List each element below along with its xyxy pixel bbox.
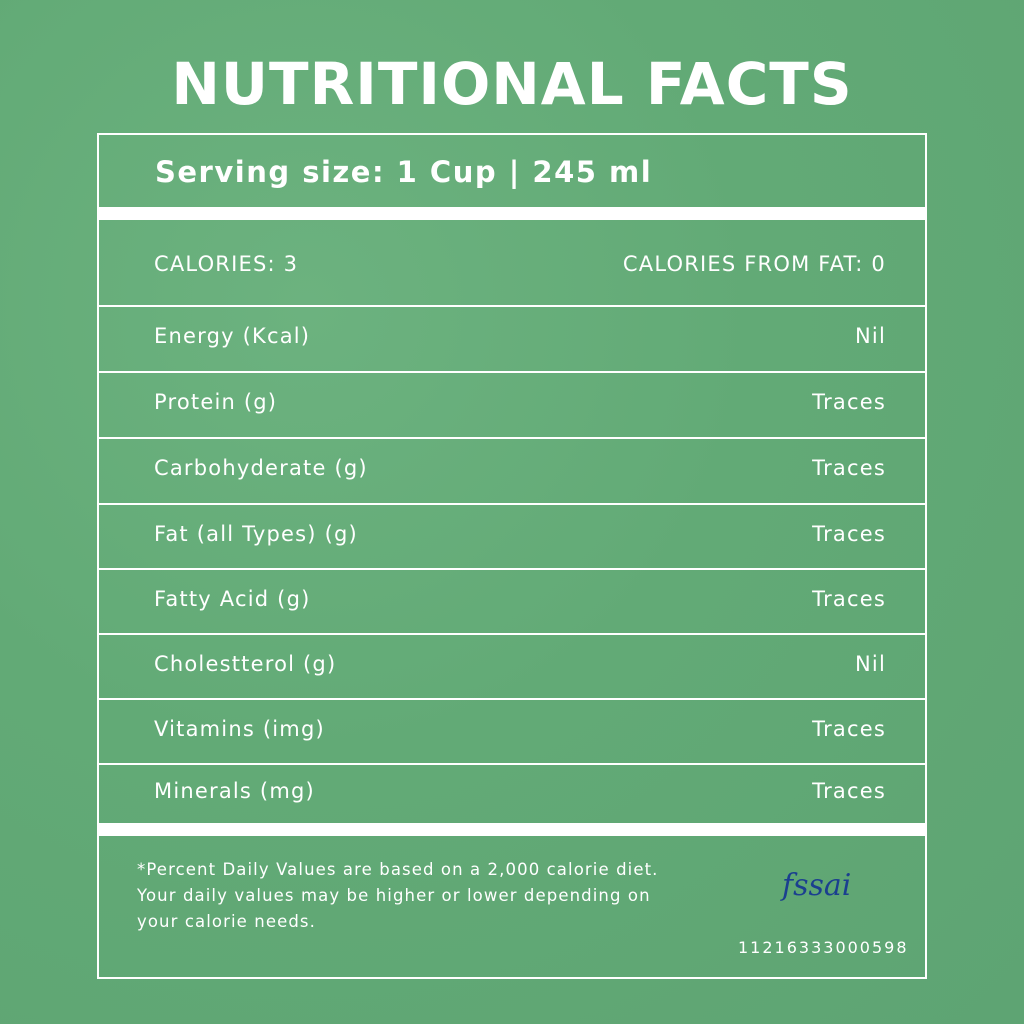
nutrient-name: Energy (Kcal) — [154, 324, 311, 348]
thick-rule — [97, 823, 927, 836]
row-rule — [97, 437, 927, 439]
license-number: 11216333000598 — [738, 938, 909, 957]
nutrient-value: Traces — [812, 456, 886, 480]
row-rule — [97, 698, 927, 700]
nutrient-name: Fat (all Types) (g) — [154, 521, 358, 546]
label-box — [97, 133, 927, 979]
nutrient-name: Carbohyderate (g) — [154, 456, 368, 480]
title: NUTRITIONAL FACTS — [171, 50, 853, 118]
row-rule — [97, 305, 927, 307]
nutrient-value: Traces — [812, 716, 886, 741]
calories-from-fat: CALORIES FROM FAT: 0 — [622, 252, 886, 276]
nutrient-value: Traces — [812, 586, 886, 611]
fssai-logo: fssai — [782, 868, 852, 903]
nutrient-name: Protein (g) — [154, 390, 278, 414]
nutrient-value: Traces — [812, 779, 886, 803]
nutrient-value: Traces — [812, 390, 886, 414]
footnote-line: Your daily values may be higher or lower… — [137, 886, 651, 905]
footnote-line: *Percent Daily Values are based on a 2,0… — [137, 860, 659, 879]
nutrient-value: Traces — [812, 521, 886, 546]
nutrient-name: Minerals (mg) — [154, 779, 315, 803]
row-rule — [97, 633, 927, 635]
footnote-line: your calorie needs. — [137, 912, 316, 931]
thick-rule — [97, 207, 927, 220]
row-rule — [97, 568, 927, 570]
nutrient-name: Fatty Acid (g) — [154, 586, 311, 611]
nutrient-value: Nil — [855, 651, 886, 676]
calories: CALORIES: 3 — [154, 252, 299, 276]
row-rule — [97, 503, 927, 505]
row-rule — [97, 371, 927, 373]
nutrient-name: Vitamins (img) — [154, 716, 325, 741]
serving-size: Serving size: 1 Cup | 245 ml — [155, 155, 653, 189]
nutrient-value: Nil — [855, 324, 886, 348]
nutrient-name: Cholestterol (g) — [154, 651, 337, 676]
row-rule — [97, 763, 927, 765]
